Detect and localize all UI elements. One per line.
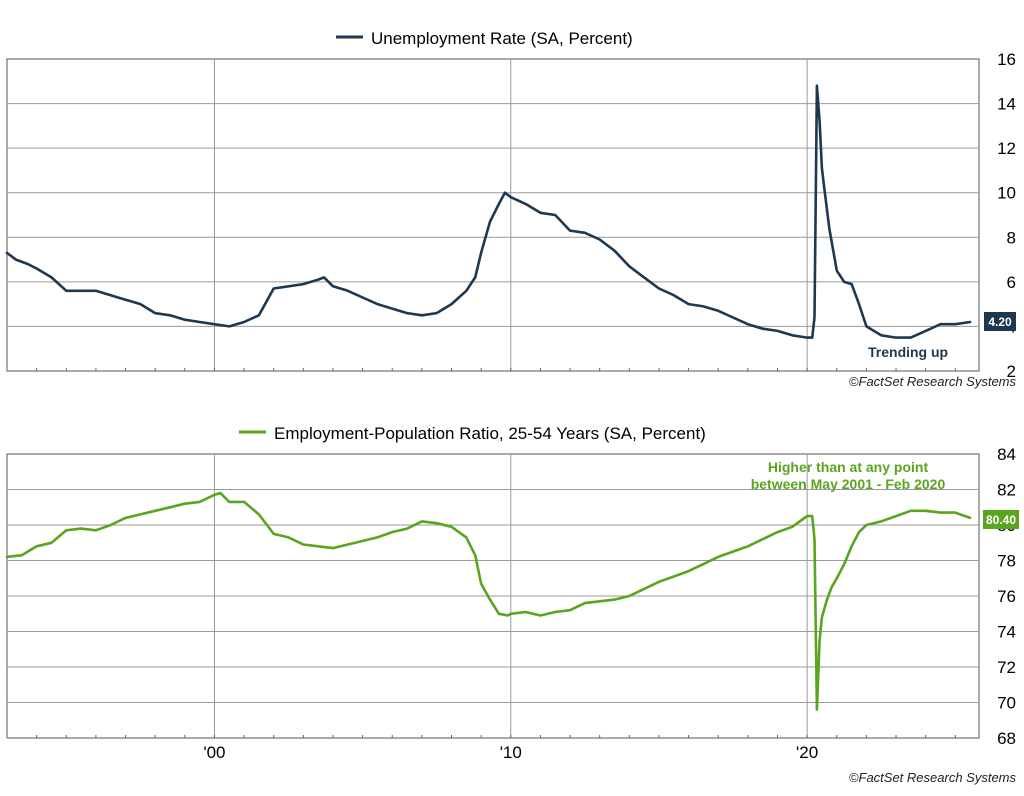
vertical-gridlines (213, 454, 808, 738)
vertical-gridlines (213, 59, 808, 371)
annotation-line-1: Higher than at any point (768, 459, 929, 475)
unemployment-panel: 246810121416 Unemployment Rate (SA, Perc… (5, 29, 1017, 389)
last-value-box (983, 510, 1019, 529)
y-tick-labels: 246810121416 (997, 50, 1016, 381)
legend: Unemployment Rate (SA, Percent) (336, 29, 633, 48)
x-tick-labels: '00 '10 '20 (203, 743, 818, 762)
y-tick-label-12: 12 (997, 139, 1016, 158)
annotation-line-2: between May 2001 - Feb 2020 (751, 476, 946, 492)
y-tick-label-68: 68 (997, 729, 1016, 748)
x-tick-label-2020: '20 (796, 743, 818, 762)
y-tick-label-8: 8 (1007, 228, 1016, 247)
y-tick-label-6: 6 (1007, 273, 1016, 292)
x-minor-ticks (6, 368, 956, 371)
gridlines (7, 489, 979, 703)
x-tick-label-2010: '10 (500, 743, 522, 762)
y-tick-label-72: 72 (997, 658, 1016, 677)
y-tick-label-2: 2 (1007, 362, 1016, 381)
y-tick-label-10: 10 (997, 184, 1016, 203)
y-tick-label-78: 78 (997, 552, 1016, 571)
y-tick-label-16: 16 (997, 50, 1016, 69)
last-value-box (984, 312, 1016, 331)
last-value-tag: 4.20 (984, 312, 1016, 331)
x-tick-label-2000: '00 (203, 743, 225, 762)
source-label: ©FactSet Research Systems (849, 374, 1017, 389)
annotation-higher: Higher than at any point between May 200… (751, 459, 946, 492)
y-tick-label-74: 74 (997, 623, 1016, 642)
annotation-trending-up: Trending up (868, 344, 948, 360)
legend: Employment-Population Ratio, 25-54 Years… (239, 424, 706, 443)
y-tick-label-84: 84 (997, 445, 1016, 464)
last-value-label: 4.20 (988, 315, 1012, 329)
source-label: ©FactSet Research Systems (849, 770, 1017, 785)
last-value-tag: 80.40 (983, 510, 1019, 529)
series-unemployment-rate (5, 84, 972, 339)
y-tick-label-14: 14 (997, 95, 1016, 114)
y-tick-labels: 687072747678808284 (997, 445, 1016, 748)
series-line-0 (5, 491, 972, 711)
x-minor-ticks (6, 735, 956, 738)
legend-label: Employment-Population Ratio, 25-54 Years… (274, 424, 706, 443)
y-tick-label-82: 82 (997, 481, 1016, 500)
y-tick-label-70: 70 (997, 694, 1016, 713)
employment-population-panel: 687072747678808284 '00'10'20 Employment-… (5, 424, 1019, 785)
last-value-label: 80.40 (986, 513, 1016, 527)
series-employment-population-ratio (5, 491, 972, 711)
legend-label: Unemployment Rate (SA, Percent) (371, 29, 633, 48)
series-line-0 (5, 84, 972, 339)
y-tick-label-76: 76 (997, 587, 1016, 606)
